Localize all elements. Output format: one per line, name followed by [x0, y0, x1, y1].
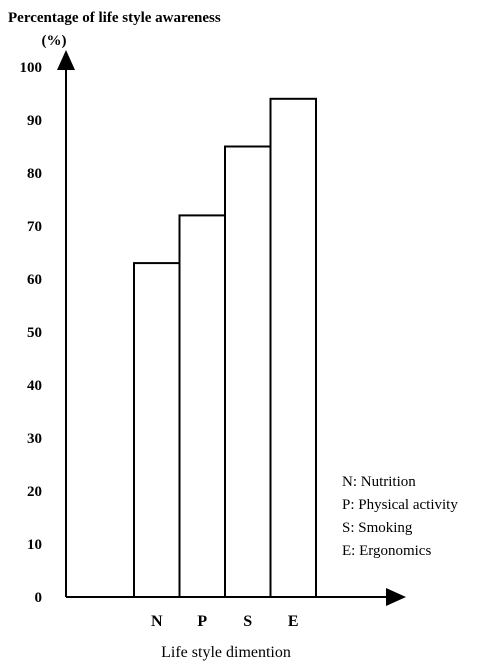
bar-n: [133, 262, 181, 598]
category-label: N: [151, 613, 163, 630]
y-tick-label: 20: [27, 484, 42, 500]
x-axis-label: Life style dimention: [161, 644, 291, 661]
y-axis: [57, 50, 75, 597]
legend-entry: S: Smoking: [342, 520, 413, 536]
bar-e: [269, 97, 317, 599]
category-label: P: [197, 613, 207, 630]
y-axis-label: Percentage of life style awareness: [8, 10, 221, 26]
y-tick-label: 100: [20, 60, 43, 76]
y-tick-label: 30: [27, 431, 42, 447]
y-tick-label: 70: [27, 219, 42, 235]
legend-entry: E: Ergonomics: [342, 543, 431, 559]
y-tick-label: 90: [27, 113, 42, 129]
legend: N: Nutrition P: Physical activity S: Smoki…: [342, 474, 458, 559]
bar-p: [178, 214, 226, 598]
y-tick-label: 40: [27, 378, 42, 394]
y-tick-label: 0: [35, 590, 43, 606]
bar-s: [224, 145, 272, 598]
category-label: E: [288, 613, 299, 630]
x-axis-arrow: [386, 588, 406, 606]
category-label: S: [243, 613, 252, 630]
y-tick-label: 60: [27, 272, 42, 288]
bars: [133, 97, 317, 599]
legend-entry: N: Nutrition: [342, 474, 416, 490]
y-tick-label: 50: [27, 325, 42, 341]
y-axis-arrow: [57, 50, 75, 70]
y-tick-labels: 0 10 20 30 40 50 60 70 80 90 100: [20, 60, 43, 606]
legend-entry: P: Physical activity: [342, 497, 458, 513]
y-tick-label: 80: [27, 166, 42, 182]
y-tick-label: 10: [27, 537, 42, 553]
y-axis-unit: (%): [42, 33, 67, 49]
